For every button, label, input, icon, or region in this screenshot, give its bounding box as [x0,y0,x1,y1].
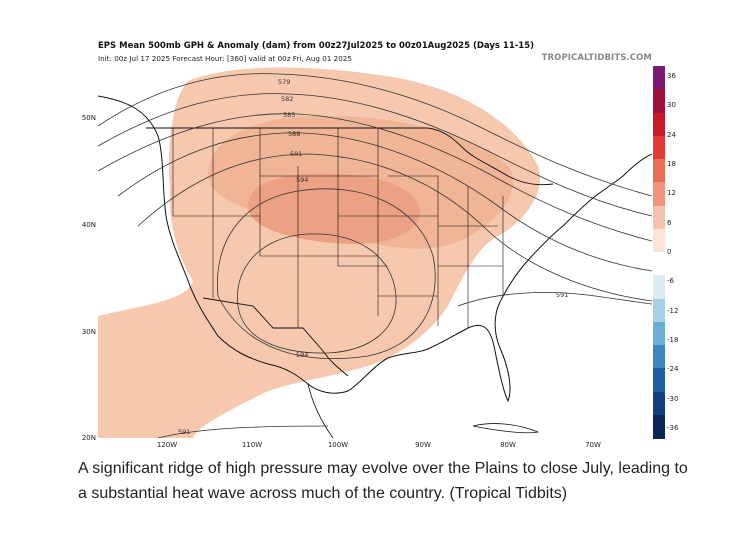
map-svg: 579 582 585 588 591 594 594 591 591 [98,67,652,438]
contour-label-585: 585 [283,111,295,119]
colorbar-tick-label: 6 [667,218,672,227]
colorbar-tick-label: 30 [667,101,676,110]
colorbar-tick-label: -30 [667,394,679,403]
contour-label-594-north: 594 [296,176,308,184]
colorbar-tick-label: 18 [667,160,676,168]
colorbar-tick-label: 0 [667,248,672,256]
colorbar-segment [653,159,665,183]
contour-591-north [137,153,652,302]
colorbar-tick-label: -12 [667,306,679,315]
lat-label-30n: 30N [81,328,96,336]
colorbar-segment [653,321,665,346]
colorbar-segment [653,368,665,392]
gph-contours [98,73,652,438]
source-watermark: TROPICALTIDBITS.COM [541,53,652,63]
lon-label-110w: 110W [241,441,263,449]
contour-label-591-south: 591 [178,428,190,436]
colorbar-segment [653,414,665,439]
map-title: EPS Mean 500mb GPH & Anomaly (dam) from … [98,41,534,51]
colorbar-segment [653,112,665,137]
colorbar-segment [653,228,665,253]
contour-579 [98,73,652,197]
colorbar-segment [653,252,665,276]
map-panel: 579 582 585 588 591 594 594 591 591 [98,66,652,438]
state-lines [172,128,504,328]
coastline [98,95,652,403]
anomaly-fill-strong [248,173,421,245]
contour-label-591: 591 [290,150,302,158]
colorbar-tick-label: -24 [667,365,679,374]
us-mexico-border [202,297,349,377]
contour-label-579: 579 [278,78,290,86]
lat-label-20n: 20N [81,434,96,442]
colorbar-segment [653,205,665,230]
contour-label-588: 588 [288,130,300,138]
contour-594-inner [237,233,397,354]
colorbar-segment [653,66,665,90]
lat-label-50n: 50N [81,114,96,122]
colorbar-segment [653,391,665,416]
contour-585 [98,113,652,242]
cuba-outline [472,423,540,434]
colorbar-segment [653,275,665,299]
lat-label-40n: 40N [81,221,96,229]
contour-594 [216,188,436,359]
contour-label-594-south: 594 [296,351,308,359]
colorbar-segment [653,345,665,369]
contour-label-582: 582 [281,95,293,103]
contour-588 [117,132,652,272]
contour-591-south [157,425,329,438]
us-canada-border [146,127,554,186]
lon-label-70w: 70W [585,441,601,449]
colorbar-tick-label: 12 [667,189,676,198]
colorbar-tick-label: 24 [667,130,676,139]
map-init-line: Init: 00z Jul 17 2025 Forecast Hour: [36… [98,54,352,63]
lon-label-100w: 100W [327,441,349,449]
lon-label-90w: 90W [415,441,431,449]
image-caption: A significant ridge of high pressure may… [78,460,688,502]
colorbar-tick-label: -6 [667,277,674,286]
colorbar-tick-label: -18 [667,336,679,344]
gulf-mexico-coast [307,383,334,438]
colorbar-segment [653,298,665,323]
contour-582 [98,93,652,217]
colorbar-segment [653,89,665,113]
contour-591-east [457,292,652,307]
colorbar-segment [653,182,665,206]
contour-label-591-east: 591 [556,291,568,299]
anomaly-colorbar [653,66,665,439]
colorbar-segment [653,135,665,160]
lon-label-80w: 80W [500,441,516,449]
lon-label-120w: 120W [156,441,178,449]
colorbar-tick-label: -36 [667,424,679,432]
colorbar-tick-label: 36 [667,72,676,80]
